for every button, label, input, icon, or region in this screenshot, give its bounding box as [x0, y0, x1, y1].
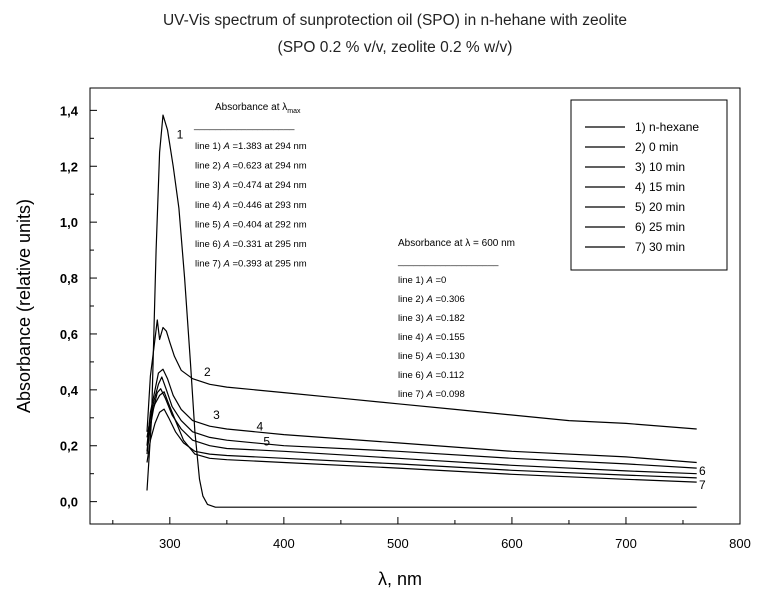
y-axis-label: Absorbance (relative units)	[14, 199, 34, 413]
series-label-5: 5	[263, 435, 270, 449]
annotation-line: line 1) A =0	[398, 275, 446, 286]
legend-entry: 3) 10 min	[635, 160, 685, 174]
series-label-6: 6	[699, 464, 706, 478]
chart-subtitle: (SPO 0.2 % v/v, zeolite 0.2 % w/v)	[278, 39, 513, 56]
series-label-7: 7	[699, 478, 706, 492]
y-tick-label: 0,4	[60, 383, 79, 398]
legend-box	[570, 99, 728, 271]
series-label-1: 1	[177, 127, 184, 141]
annotation-line: line 4) A =0.446 at 293 nm	[195, 200, 307, 211]
y-tick-label: 1,4	[60, 103, 79, 118]
series-line-7	[146, 391, 697, 483]
x-tick-label: 300	[159, 536, 181, 551]
legend-entry: 6) 25 min	[635, 220, 685, 234]
y-tick-label: 0,0	[60, 495, 78, 510]
x-axis-ticks: 300 400 500 600 700 800	[112, 517, 751, 551]
annotation-line: line 1) A =1.383 at 294 nm	[195, 141, 307, 152]
x-tick-label: 500	[387, 536, 409, 551]
lambda-max-annotation: Absorbance at λmax ___________________ l…	[193, 102, 307, 270]
series-label-4: 4	[256, 419, 263, 433]
series-lines	[146, 114, 697, 508]
annotation-line: line 7) A =0.393 at 295 nm	[195, 259, 307, 270]
x-tick-label: 800	[729, 536, 751, 551]
x-tick-label: 700	[615, 536, 637, 551]
annotation-line: line 6) A =0.331 at 295 nm	[195, 239, 307, 250]
lambda-max-heading: Absorbance at λmax	[215, 102, 301, 115]
y-tick-label: 1,0	[60, 215, 78, 230]
x-tick-label: 400	[273, 536, 295, 551]
lambda-max-rule: ___________________	[193, 120, 295, 131]
x-tick-label: 600	[501, 536, 523, 551]
legend-entry: 7) 30 min	[635, 240, 685, 254]
series-line-4	[146, 376, 697, 469]
x-axis-label: λ, nm	[378, 569, 422, 589]
lambda-600-annotation: Absorbance at λ = 600 nm _______________…	[397, 238, 515, 400]
legend-entry: 1) n-hexane	[635, 120, 699, 134]
series-line-5	[146, 388, 697, 475]
annotation-line: line 2) A =0.623 at 294 nm	[195, 161, 307, 172]
series-line-1	[146, 114, 697, 508]
annotation-line: line 2) A =0.306	[398, 294, 465, 305]
legend: 1) n-hexane 2) 0 min 3) 10 min 4) 15 min 5) …	[570, 99, 728, 271]
lambda-600-heading: Absorbance at λ = 600 nm	[398, 238, 515, 249]
legend-entry: 5) 20 min	[635, 200, 685, 214]
legend-entry: 2) 0 min	[635, 140, 678, 154]
annotation-line: line 3) A =0.474 at 294 nm	[195, 180, 307, 191]
legend-entry: 4) 15 min	[635, 180, 685, 194]
y-tick-label: 0,2	[60, 439, 78, 454]
series-line-6	[146, 408, 697, 479]
annotation-line: line 3) A =0.182	[398, 313, 465, 324]
series-line-2	[146, 319, 697, 432]
annotation-line: line 7) A =0.098	[398, 389, 465, 400]
y-axis-ticks: 0,0 0,2 0,4 0,6 0,8 1,0 1,2 1,4	[60, 103, 97, 510]
series-line-3	[146, 368, 697, 464]
lambda-600-rule: ___________________	[397, 256, 499, 267]
annotation-line: line 4) A =0.155	[398, 332, 465, 343]
annotation-line: line 5) A =0.404 at 292 nm	[195, 219, 307, 230]
series-label-2: 2	[204, 365, 211, 379]
chart-title: UV-Vis spectrum of sunprotection oil (SP…	[163, 12, 627, 29]
annotation-line: line 6) A =0.112	[398, 370, 464, 381]
y-tick-label: 0,6	[60, 327, 78, 342]
y-tick-label: 1,2	[60, 159, 78, 174]
annotation-line: line 5) A =0.130	[398, 351, 465, 362]
y-tick-label: 0,8	[60, 271, 78, 286]
series-label-3: 3	[213, 408, 220, 422]
